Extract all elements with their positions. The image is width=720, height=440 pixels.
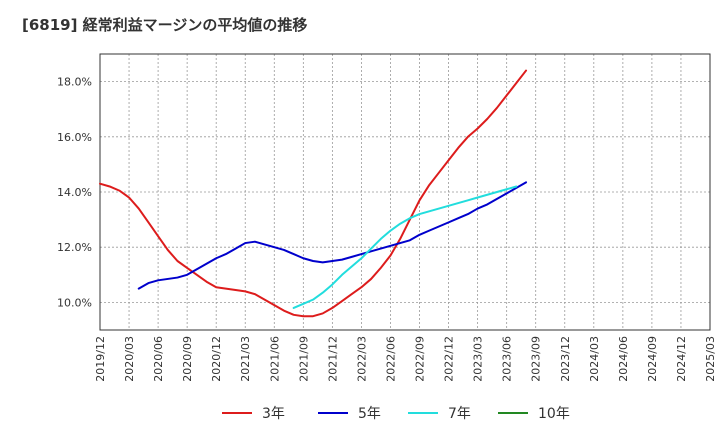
y-tick-label: 18.0% [57,76,92,89]
legend-label: 10年 [538,406,570,422]
chart-title: [6819] 経常利益マージンの平均値の推移 [22,16,307,34]
series-line [137,181,528,290]
y-tick-label: 12.0% [57,241,92,254]
series-line [292,185,518,309]
y-tick-label: 10.0% [57,296,92,309]
x-tick-label: 2022/06 [384,336,397,382]
x-tick-label: 2020/06 [152,336,165,382]
x-tick-label: 2021/03 [239,336,252,382]
x-tick-label: 2022/12 [443,336,456,382]
x-tick-label: 2022/09 [414,336,427,382]
x-tick-label: 2023/09 [530,336,543,382]
series-lines [99,69,528,318]
x-tick-label: 2022/03 [355,336,368,382]
x-tick-label: 2024/06 [617,336,630,382]
axis-labels: 2019/12 2020/03 2020/06 2020/09 2020/12 2021/… [57,76,717,382]
plot-area [99,53,711,331]
x-tick-label: 2023/06 [501,336,514,382]
x-tick-label: 2025/03 [704,336,717,382]
x-tick-label: 2019/12 [94,336,107,382]
legend-label: 7年 [448,406,471,422]
x-tick-label: 2021/12 [326,336,339,382]
y-tick-label: 16.0% [57,131,92,144]
x-tick-label: 2021/06 [268,336,281,382]
grid [99,54,711,330]
legend-label: 3年 [262,406,285,422]
x-tick-label: 2020/03 [123,336,136,382]
legend: 3年 5年 7年 10年 [222,406,570,422]
x-tick-label: 2020/12 [210,336,223,382]
x-tick-label: 2024/09 [646,336,659,382]
legend-label: 5年 [358,406,381,422]
x-tick-label: 2023/03 [472,336,485,382]
x-tick-label: 2023/12 [559,336,572,382]
x-tick-label: 2021/09 [297,336,310,382]
x-tick-label: 2024/03 [588,336,601,382]
x-tick-label: 2020/09 [181,336,194,382]
y-tick-label: 14.0% [57,186,92,199]
series-line [99,69,528,318]
x-tick-label: 2024/12 [675,336,688,382]
